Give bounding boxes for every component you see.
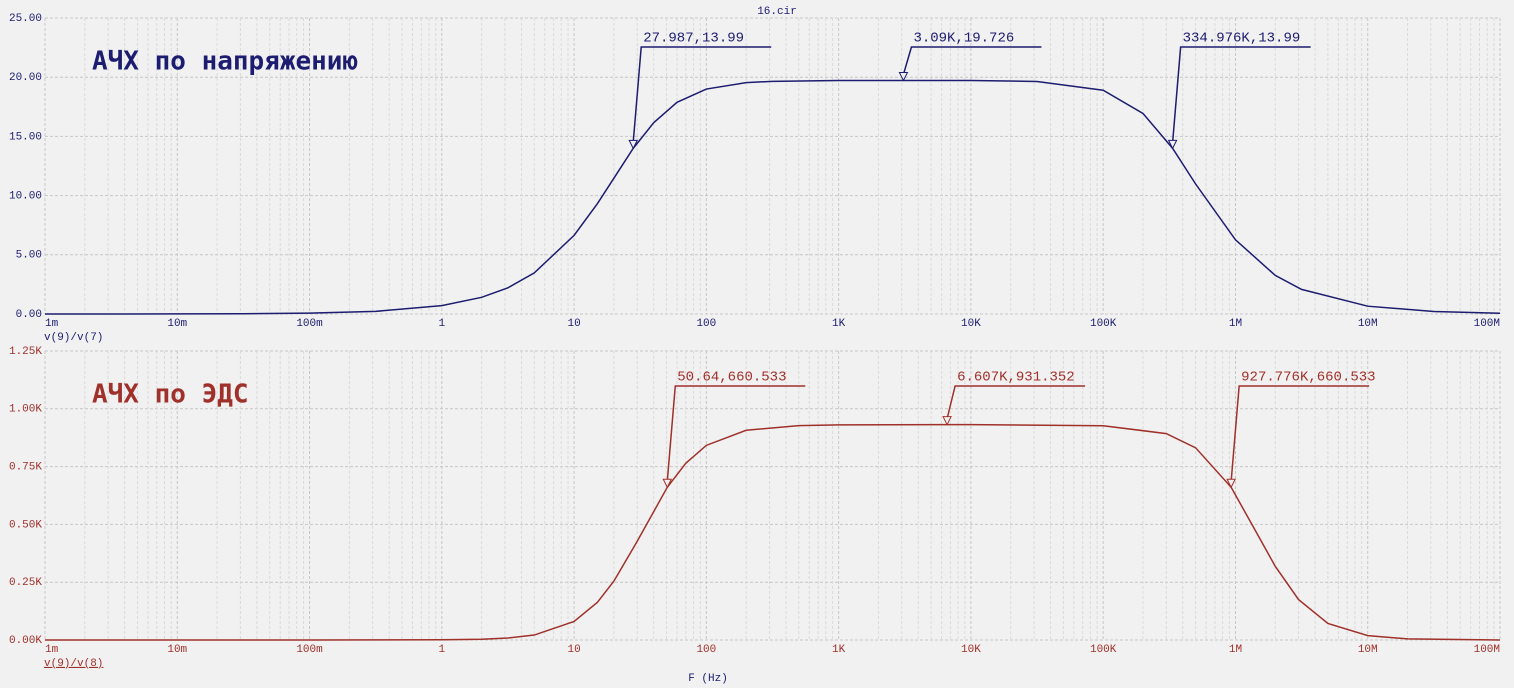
marker xyxy=(1167,139,1178,150)
marker xyxy=(942,416,952,426)
y-tick-label: 10.00 xyxy=(9,191,42,203)
marker-leader xyxy=(1230,385,1370,482)
legend-entry: v(9)/v(8) xyxy=(44,658,103,670)
x-tick-label: 100m xyxy=(296,318,323,330)
x-tick-label: 100K xyxy=(1090,318,1117,330)
marker-leader xyxy=(632,46,772,143)
y-tick-label: 1.00K xyxy=(9,404,42,416)
x-tick-label: 10 xyxy=(567,644,580,656)
marker-label: 3.09K,19.726 xyxy=(913,31,1014,47)
x-tick-label: 1M xyxy=(1229,644,1242,656)
curve-heading: АЧХ по ЭДС xyxy=(92,380,249,410)
x-tick-label: 1m xyxy=(45,318,59,330)
legend-entry: v(9)/v(7) xyxy=(44,332,103,344)
x-tick-label: 1 xyxy=(439,318,446,330)
chart-title: 16.cir xyxy=(757,6,797,18)
x-tick-label: 100 xyxy=(696,318,716,330)
marker-leader xyxy=(902,46,1042,75)
series-line xyxy=(45,423,1501,641)
marker-label: 6.607K,931.352 xyxy=(957,370,1075,386)
marker-label: 334.976K,13.99 xyxy=(1183,31,1301,47)
x-tick-label: 100M xyxy=(1474,644,1500,656)
x-tick-label: 10K xyxy=(961,318,981,330)
y-tick-label: 0.00K xyxy=(9,635,42,647)
x-tick-label: 100K xyxy=(1090,644,1117,656)
y-tick-label: 5.00 xyxy=(16,250,42,262)
x-tick-label: 10m xyxy=(167,644,187,656)
y-tick-label: 20.00 xyxy=(9,72,42,84)
y-tick-label: 25.00 xyxy=(9,13,42,25)
marker xyxy=(662,478,673,489)
marker-label: 50.64,660.533 xyxy=(677,370,786,386)
x-tick-label: 10M xyxy=(1358,318,1378,330)
x-tick-label: 10K xyxy=(961,644,981,656)
y-tick-label: 1.25K xyxy=(9,346,42,358)
marker-leader xyxy=(666,385,806,482)
series-line xyxy=(44,79,1501,315)
curve-heading: АЧХ по напряжению xyxy=(92,47,358,77)
x-tick-label: 100m xyxy=(296,644,323,656)
marker-leader xyxy=(946,385,1086,419)
x-tick-label: 10M xyxy=(1358,644,1378,656)
x-tick-label: 1 xyxy=(439,644,446,656)
marker-leader xyxy=(1171,46,1311,143)
x-tick-label: 1K xyxy=(832,318,846,330)
marker-label: 927.776K,660.533 xyxy=(1241,370,1375,386)
y-tick-label: 0.50K xyxy=(9,519,42,531)
y-tick-label: 0.75K xyxy=(9,462,42,474)
x-tick-label: 100M xyxy=(1474,318,1500,330)
x-tick-label: 1M xyxy=(1229,318,1242,330)
x-tick-label: 10m xyxy=(167,318,187,330)
y-tick-label: 15.00 xyxy=(9,131,42,143)
y-tick-label: 0.25K xyxy=(9,577,42,589)
x-axis-label: F (Hz) xyxy=(688,673,728,685)
marker xyxy=(898,71,909,82)
marker-label: 27.987,13.99 xyxy=(643,31,744,47)
x-tick-label: 10 xyxy=(567,318,580,330)
x-tick-label: 1m xyxy=(45,644,59,656)
x-tick-label: 1K xyxy=(832,644,846,656)
x-tick-label: 100 xyxy=(696,644,716,656)
marker xyxy=(1226,478,1236,489)
y-tick-label: 0.00 xyxy=(16,309,42,321)
marker xyxy=(628,139,639,150)
